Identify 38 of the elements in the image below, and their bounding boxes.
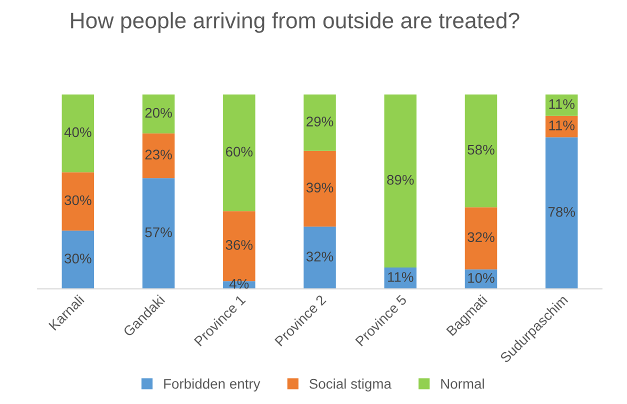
data-label: 32%: [306, 252, 334, 262]
data-label: 11%: [549, 120, 575, 130]
bar: [142, 94, 175, 134]
data-label: 60%: [226, 146, 253, 157]
data-label: 58%: [468, 144, 494, 155]
data-label: 40%: [64, 127, 92, 138]
data-label: 4%: [229, 278, 249, 289]
data-label: 10%: [468, 273, 494, 283]
data-label: 30%: [64, 195, 92, 206]
bar: [464, 207, 498, 270]
bar: [304, 150, 336, 227]
data-label: 11%: [549, 99, 575, 109]
data-label: 57%: [145, 227, 172, 238]
legend-label: Social stigma: [310, 378, 392, 392]
bar: [384, 94, 417, 268]
data-label: 89%: [387, 174, 414, 185]
bar: [304, 94, 336, 151]
bar: [304, 226, 336, 289]
bar: [62, 172, 94, 231]
bar: [142, 133, 175, 178]
bar: [62, 230, 94, 289]
legend-label: Forbidden entry: [164, 378, 260, 392]
data-label: 39%: [306, 182, 334, 193]
bar: [464, 94, 498, 208]
data-label: 30%: [64, 254, 92, 264]
data-label: 23%: [145, 150, 172, 160]
data-label: 20%: [145, 108, 172, 118]
data-label: 36%: [226, 240, 253, 250]
bar: [142, 178, 175, 289]
data-label: 29%: [306, 116, 334, 126]
legend-label: Normal: [441, 378, 484, 389]
data-label: 78%: [548, 206, 576, 217]
bar: [223, 94, 256, 212]
bar: [545, 137, 578, 289]
bar: [62, 94, 94, 172]
data-label: 32%: [468, 232, 494, 242]
chart-title: How people arriving from outside are treated?: [71, 12, 520, 33]
data-label: 11%: [388, 272, 414, 282]
